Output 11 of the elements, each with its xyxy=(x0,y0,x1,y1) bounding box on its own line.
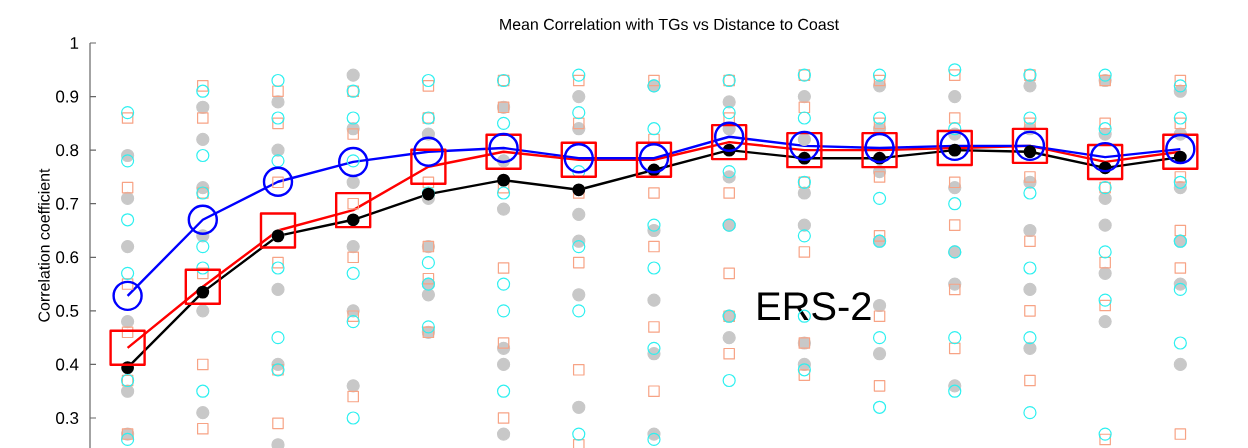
y-axis-title: Correlation coefficient xyxy=(38,168,50,322)
y-tick-label: 0.7 xyxy=(56,197,79,210)
y-tick-label: 0.6 xyxy=(56,251,79,264)
chart-title: Mean Correlation with TGs vs Distance to Coast xyxy=(500,18,839,30)
y-tick-label: 0.5 xyxy=(56,304,79,317)
y-tick-label: 0.8 xyxy=(56,144,79,157)
y-tick-label: 0.9 xyxy=(56,90,79,103)
annotation: ERS-2 xyxy=(758,292,871,321)
y-tick-label: 0.3 xyxy=(56,412,79,424)
y-tick-label: 0.4 xyxy=(56,358,79,371)
y-tick-label: 1 xyxy=(70,37,79,49)
